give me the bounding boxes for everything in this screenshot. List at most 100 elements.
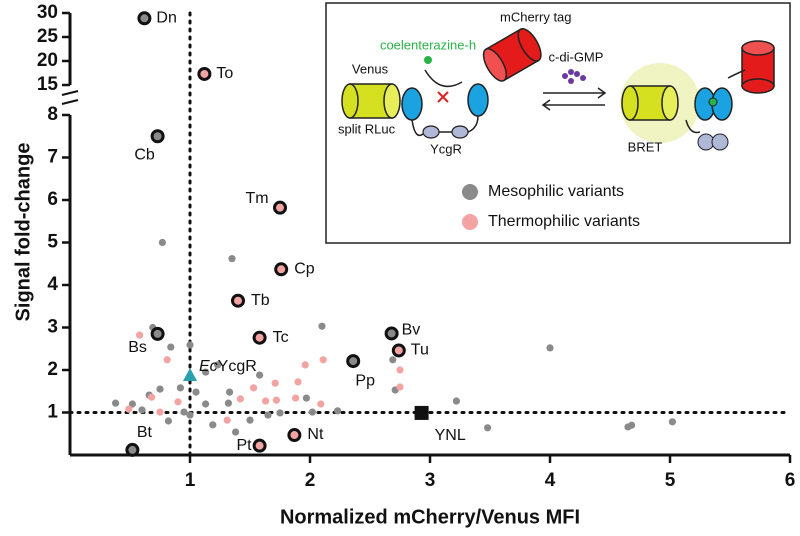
- data-point: [158, 238, 166, 247]
- data-point: [174, 398, 182, 406]
- label-part: YcgR: [218, 358, 257, 375]
- data-point: [396, 383, 404, 391]
- y-axis-title: Signal fold-change: [12, 143, 34, 322]
- legend-marker: [462, 184, 478, 200]
- point-label: Tb: [251, 292, 270, 309]
- data-point: [236, 395, 244, 403]
- data-point: [302, 394, 310, 402]
- x-axis-title: Normalized mCherry/Venus MFI: [280, 506, 580, 528]
- data-point: [224, 399, 232, 407]
- data-point: [156, 385, 164, 393]
- inset-label: YcgR: [430, 141, 462, 156]
- data-point: [125, 442, 140, 457]
- data-point: [396, 366, 404, 374]
- inset-label: Venus: [352, 61, 389, 76]
- data-point: [256, 371, 264, 379]
- data-point: [125, 405, 133, 413]
- y-tick-label: 4: [47, 274, 58, 295]
- data-point: [292, 394, 300, 402]
- point-label: Pt: [236, 437, 252, 454]
- data-point: [167, 343, 175, 351]
- data-point: [391, 343, 406, 358]
- data-point: [346, 354, 361, 369]
- data-point: [156, 408, 164, 416]
- axis-break: [61, 90, 79, 105]
- y-tick-label: 15: [37, 74, 59, 95]
- data-point: [262, 397, 270, 405]
- data-point: [136, 331, 144, 339]
- x-tick-label: 1: [185, 470, 196, 491]
- data-point: [164, 417, 172, 425]
- y-tick-label: 1: [47, 402, 58, 423]
- inset-label: split RLuc: [338, 121, 396, 136]
- substrate-dot: [708, 97, 718, 107]
- arrow: [424, 69, 463, 88]
- data-point: [138, 406, 146, 414]
- data-point: [176, 384, 184, 392]
- y-tick-label: 30: [37, 2, 58, 23]
- label-part: Ec: [199, 358, 218, 375]
- data-point: [452, 397, 460, 405]
- x-tick-label: 2: [305, 470, 316, 491]
- data-point: [232, 428, 240, 436]
- data-point: [150, 129, 165, 144]
- y-tick-label: 3: [47, 317, 58, 338]
- point-label: To: [216, 65, 233, 82]
- data-point: [252, 438, 267, 453]
- data-point: [318, 322, 326, 330]
- point-label: Bv: [402, 322, 421, 339]
- point-label: Cp: [294, 260, 315, 277]
- data-point: [223, 416, 231, 424]
- data-point: [484, 424, 492, 432]
- y-tick-label: 8: [47, 104, 58, 125]
- data-point: [308, 408, 316, 416]
- data-point: [272, 396, 280, 404]
- data-point: [301, 361, 309, 369]
- point-label: Bs: [128, 339, 147, 356]
- legend-label: Thermophilic variants: [488, 213, 640, 230]
- y-tick-label: 25: [37, 26, 59, 47]
- inset-label: c-di-GMP: [549, 49, 604, 64]
- point-label: EcYcgR: [199, 358, 257, 375]
- x-tick-label: 6: [785, 470, 796, 491]
- data-point: [334, 407, 342, 415]
- rluc-left: [401, 87, 423, 121]
- inset-frame: [325, 2, 791, 244]
- data-point: [231, 293, 245, 308]
- mcherry-cylinder: [482, 28, 542, 82]
- point-label: Pp: [355, 372, 375, 389]
- data-point: [274, 262, 289, 277]
- substrate-dot: [424, 56, 432, 64]
- data-point: [202, 400, 210, 408]
- y-tick-label: 2: [47, 359, 58, 380]
- data-point: [163, 356, 171, 364]
- data-point: [228, 255, 236, 263]
- point-label: Cb: [134, 146, 155, 163]
- ycgr-domain: [711, 133, 729, 151]
- data-point: [246, 416, 254, 424]
- point-label: YNL: [435, 427, 466, 444]
- data-point: [271, 379, 279, 387]
- data-point: [317, 400, 325, 408]
- data-point: [137, 11, 152, 26]
- data-point: [197, 66, 212, 81]
- y-tick-label: 20: [37, 50, 58, 71]
- rluc-right: [467, 83, 489, 117]
- ycgr-domain: [422, 125, 440, 139]
- data-point: [276, 409, 284, 417]
- data-point: [628, 421, 636, 429]
- data-point: [186, 411, 194, 419]
- data-point: [546, 344, 554, 352]
- data-point: [287, 428, 302, 443]
- inset-label: BRET: [628, 139, 663, 154]
- data-point: [250, 384, 258, 392]
- block-mark: [437, 91, 449, 103]
- data-point: [180, 408, 188, 416]
- data-point: [226, 388, 234, 396]
- linker: [685, 69, 746, 134]
- venus-cylinder-bound: [621, 85, 679, 121]
- ycgr-domain: [451, 125, 469, 139]
- y-tick-label: 5: [47, 232, 58, 253]
- legend-marker: [462, 214, 478, 230]
